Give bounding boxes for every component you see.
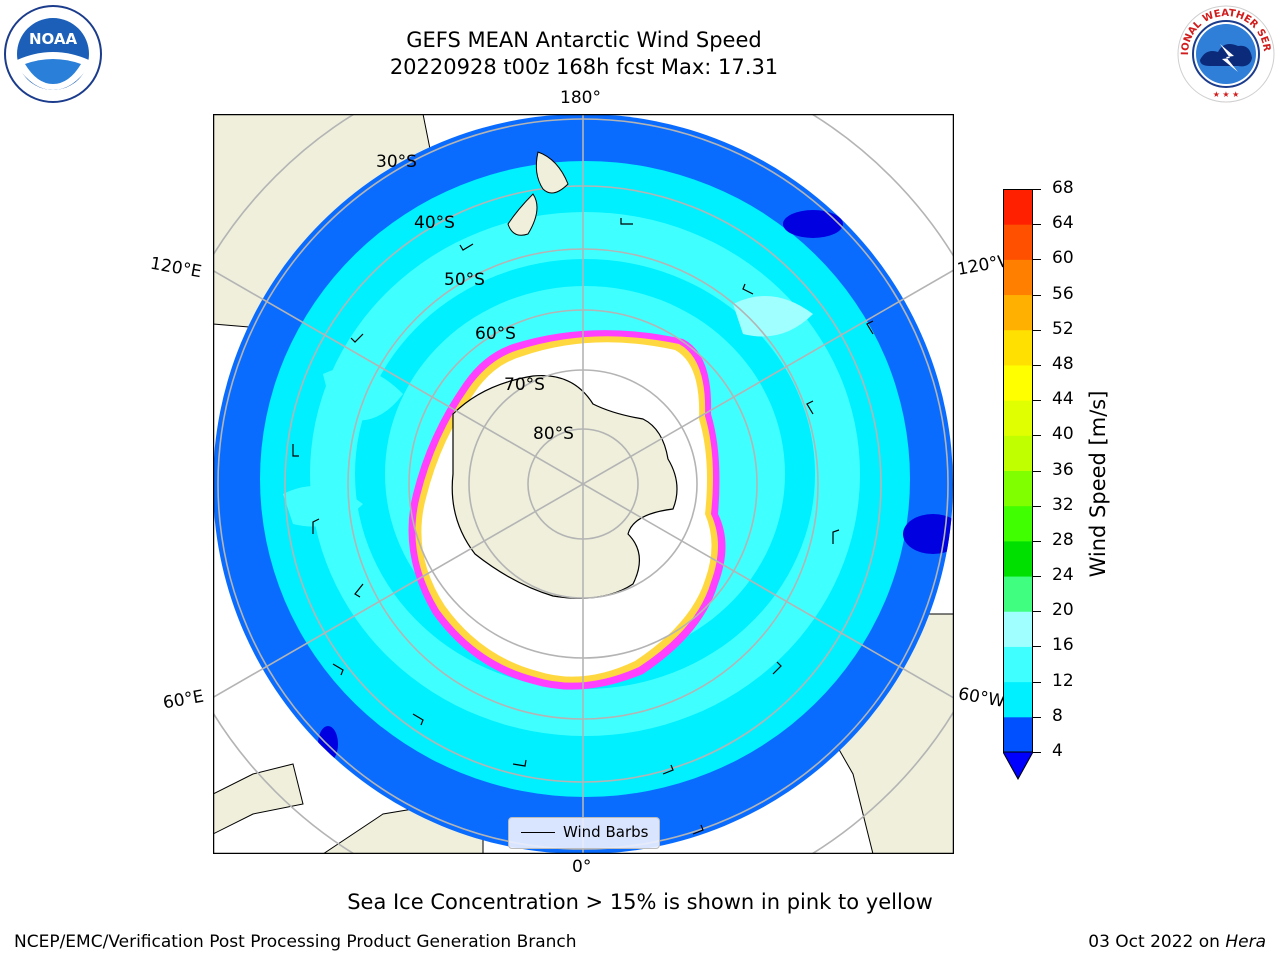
wind-speed-field: [213, 114, 953, 854]
colorbar-tick-mark: [1033, 540, 1041, 542]
footer-machine: Hera: [1225, 932, 1266, 952]
colorbar-tick-mark: [1033, 752, 1041, 753]
lon-label-60w: 60°W: [956, 684, 1007, 712]
lon-label-120e: 120°E: [148, 253, 204, 283]
chart-title: GEFS MEAN Antarctic Wind Speed: [406, 28, 762, 52]
colorbar-tick-label: 44: [1052, 389, 1074, 410]
colorbar-segment: [1003, 611, 1033, 647]
colorbar-tick-label: 48: [1052, 353, 1074, 374]
colorbar-tick-label: 24: [1052, 565, 1074, 586]
colorbar-segment: [1003, 294, 1033, 331]
colorbar-tick-label: 16: [1052, 635, 1074, 656]
colorbar-tick-mark: [1033, 681, 1041, 683]
lat-label-40s: 40°S: [414, 213, 455, 233]
colorbar-segment: [1003, 435, 1033, 471]
lat-label-60s: 60°S: [475, 324, 516, 344]
lon-label-180: 180°: [560, 88, 601, 108]
footer-branch: NCEP/EMC/Verification Post Processing Pr…: [14, 932, 577, 952]
colorbar-tick-mark: [1033, 400, 1041, 402]
colorbar-extend-triangle: [1003, 751, 1033, 780]
lat-label-50s: 50°S: [444, 270, 485, 290]
colorbar-segment: [1003, 505, 1033, 542]
colorbar-tick-mark: [1033, 505, 1041, 507]
colorbar-tick-label: 36: [1052, 459, 1074, 480]
colorbar-segment: [1003, 681, 1033, 718]
colorbar-tick-label: 68: [1052, 178, 1074, 198]
colorbar-segment: [1003, 470, 1033, 507]
colorbar-tick-mark: [1033, 716, 1041, 718]
colorbar-outline: [1003, 189, 1033, 753]
colorbar: [1003, 189, 1033, 780]
colorbar-tick-label: 32: [1052, 494, 1074, 515]
colorbar-tick-label: 64: [1052, 213, 1074, 234]
polar-map: [213, 114, 954, 854]
footer-date: 03 Oct 2022 on Hera: [1088, 932, 1266, 952]
nws-logo: NATIONAL WEATHER SERVICE ★ ★ ★: [1176, 4, 1275, 103]
colorbar-tick-mark: [1033, 259, 1041, 261]
colorbar-tick-label: 12: [1052, 670, 1074, 691]
colorbar-tick-label: 28: [1052, 529, 1074, 550]
colorbar-tick-label: 40: [1052, 424, 1074, 445]
colorbar-tick-label: 4: [1052, 741, 1063, 761]
colorbar-segment: [1003, 576, 1033, 612]
lon-label-0: 0°: [572, 857, 592, 877]
noaa-logo: NOAA: [4, 5, 102, 103]
wind-barbs: [292, 218, 874, 835]
lat-label-70s: 70°S: [504, 375, 545, 395]
colorbar-tick-mark: [1033, 435, 1041, 437]
colorbar-tick-label: 52: [1052, 318, 1074, 339]
lon-label-60e: 60°E: [161, 686, 206, 714]
colorbar-tick-mark: [1033, 470, 1041, 472]
colorbar-segment: [1003, 400, 1033, 436]
colorbar-tick-mark: [1033, 329, 1041, 331]
colorbar-segment: [1003, 189, 1033, 225]
colorbar-segment: [1003, 224, 1033, 260]
colorbar-tick-mark: [1033, 294, 1041, 296]
lat-label-30s: 30°S: [376, 152, 417, 172]
colorbar-tick-label: 20: [1052, 600, 1074, 621]
colorbar-label: Wind Speed [m/s]: [1086, 390, 1110, 578]
lat-label-80s: 80°S: [533, 424, 574, 444]
colorbar-segment: [1003, 364, 1033, 401]
colorbar-tick-mark: [1033, 646, 1041, 648]
oceania-land: [507, 151, 569, 236]
colorbar-tick-mark: [1033, 364, 1041, 366]
colorbar-segment: [1003, 540, 1033, 577]
colorbar-tick-mark: [1033, 576, 1041, 578]
legend-line-swatch: [521, 832, 555, 833]
graticule: [213, 114, 954, 854]
sea-ice-note: Sea Ice Concentration > 15% is shown in …: [347, 890, 933, 914]
colorbar-tick-label: 60: [1052, 248, 1074, 269]
colorbar-tick-label: 8: [1052, 705, 1063, 726]
chart-subtitle: 20220928 t00z 168h fcst Max: 17.31: [389, 55, 779, 79]
colorbar-segment: [1003, 329, 1033, 366]
svg-text:★ ★ ★: ★ ★ ★: [1213, 90, 1240, 99]
colorbar-segment: [1003, 259, 1033, 296]
colorbar-tick-mark: [1033, 189, 1041, 190]
legend-label: Wind Barbs: [563, 823, 649, 841]
colorbar-segment: [1003, 716, 1033, 753]
svg-text:NOAA: NOAA: [29, 30, 78, 48]
map-legend: Wind Barbs: [508, 817, 660, 849]
colorbar-tick-mark: [1033, 611, 1041, 613]
antarctica: [451, 374, 678, 599]
colorbar-segment: [1003, 646, 1033, 683]
colorbar-tick-label: 56: [1052, 283, 1074, 304]
footer-date-text: 03 Oct 2022 on: [1088, 932, 1220, 952]
colorbar-tick-mark: [1033, 224, 1041, 226]
